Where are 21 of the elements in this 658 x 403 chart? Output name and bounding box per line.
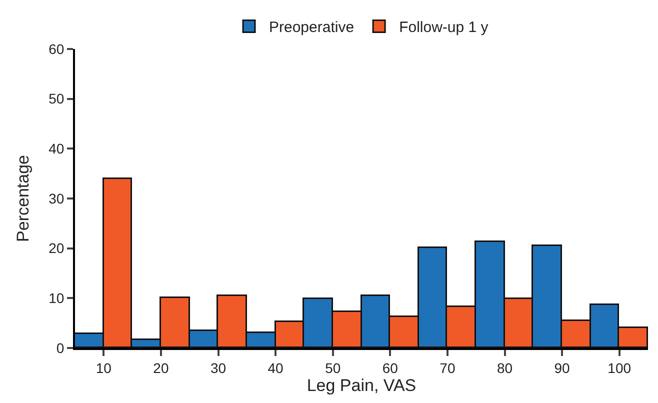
y-axis-title: Percentage <box>14 155 33 242</box>
x-axis-title: Leg Pain, VAS <box>306 376 416 395</box>
y-tick-label: 50 <box>48 90 64 107</box>
x-tick-label: 60 <box>382 360 398 376</box>
x-tick-label: 80 <box>496 360 513 376</box>
y-tick-label: 0 <box>56 340 64 356</box>
x-tick-label: 50 <box>325 360 341 376</box>
legend-label: Preoperative <box>269 19 354 36</box>
x-tick-label: 70 <box>440 360 456 376</box>
x-tick-label: 40 <box>268 360 284 376</box>
x-tick-label: 90 <box>554 360 570 376</box>
x-tick-label: 10 <box>96 360 112 376</box>
x-tick-label: 20 <box>153 360 169 376</box>
x-tick-label: 100 <box>608 360 632 376</box>
legend-label: Follow-up 1 y <box>399 19 489 36</box>
y-tick-label: 10 <box>48 290 64 306</box>
x-tick-label: 30 <box>210 360 226 376</box>
y-tick-label: 30 <box>48 190 64 206</box>
y-tick-label: 60 <box>48 40 64 57</box>
y-tick-label: 40 <box>48 140 64 157</box>
y-tick-label: 20 <box>48 240 64 256</box>
